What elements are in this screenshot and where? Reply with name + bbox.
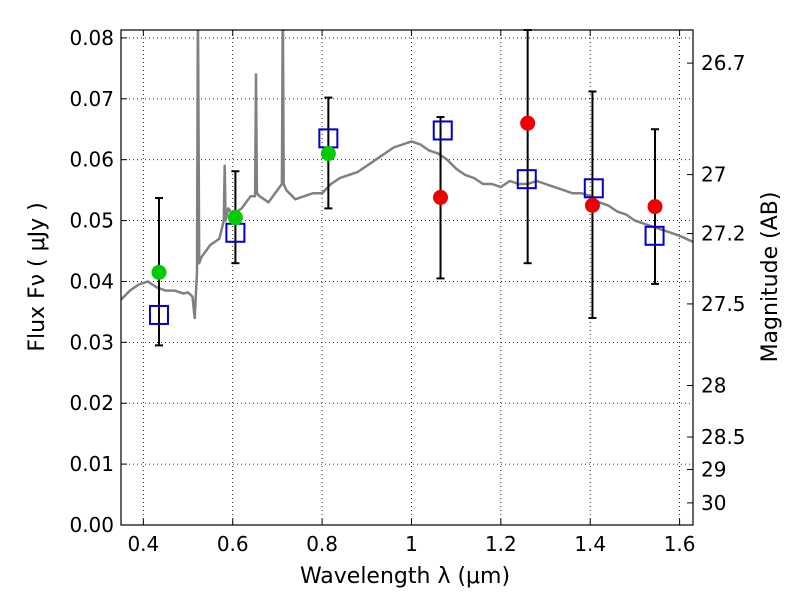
y-tick-label: 0.04 bbox=[69, 269, 114, 293]
data-point bbox=[520, 115, 536, 131]
data-point bbox=[647, 199, 663, 215]
plot-area bbox=[121, 30, 693, 320]
y-tick-label: 0.03 bbox=[69, 330, 114, 354]
y-tick-label: 0.00 bbox=[69, 513, 114, 537]
y-tick-label: 0.08 bbox=[69, 26, 114, 50]
spectrum-line bbox=[121, 30, 693, 320]
y-tick-label: 0.01 bbox=[69, 452, 114, 476]
x-tick-label: 1.2 bbox=[485, 532, 517, 556]
x-tick-label: 1.6 bbox=[664, 532, 696, 556]
data-point bbox=[151, 264, 167, 280]
model-square-marker bbox=[148, 304, 169, 325]
x-tick-label: 1.4 bbox=[574, 532, 606, 556]
model-square-marker bbox=[644, 225, 665, 246]
data-point bbox=[320, 146, 336, 162]
data-point bbox=[433, 189, 449, 205]
model-square-marker bbox=[516, 169, 537, 190]
model-square-marker bbox=[432, 120, 453, 141]
x-tick-label: 1 bbox=[405, 532, 418, 556]
y2-axis-label: Magnitude (AB) bbox=[758, 192, 783, 363]
y2-tick-label: 27.2 bbox=[701, 222, 746, 246]
axes: 0.4 0.6 0.8 1 1.2 1.4 1.6 0.00 0.01 0.02 0.03 0.04 0… bbox=[69, 26, 745, 556]
y-axis-label: Flux Fν ( μJy ) bbox=[25, 202, 50, 351]
y-tick-label: 0.07 bbox=[69, 87, 114, 111]
y2-tick-label: 26.7 bbox=[701, 51, 746, 75]
x-tick-label: 0.4 bbox=[127, 532, 159, 556]
y2-tick-label: 30 bbox=[701, 491, 726, 515]
y2-tick-label: 27.5 bbox=[701, 292, 746, 316]
y-tick-label: 0.05 bbox=[69, 209, 114, 233]
y-tick-label: 0.06 bbox=[69, 148, 114, 172]
markers bbox=[148, 29, 665, 347]
y-tick-label: 0.02 bbox=[69, 391, 114, 415]
x-axis-label: Wavelength λ (μm) bbox=[300, 564, 510, 589]
x-tick-label: 0.6 bbox=[217, 532, 249, 556]
x-tick-label: 0.8 bbox=[306, 532, 338, 556]
y2-tick-label: 29 bbox=[701, 457, 726, 481]
model-square-marker bbox=[583, 178, 604, 199]
y2-tick-label: 27 bbox=[701, 163, 726, 187]
data-point bbox=[584, 197, 600, 213]
y2-tick-label: 28 bbox=[701, 374, 726, 398]
data-point bbox=[227, 210, 243, 226]
y2-tick-label: 28.5 bbox=[701, 425, 746, 449]
plot-frame bbox=[120, 29, 694, 526]
